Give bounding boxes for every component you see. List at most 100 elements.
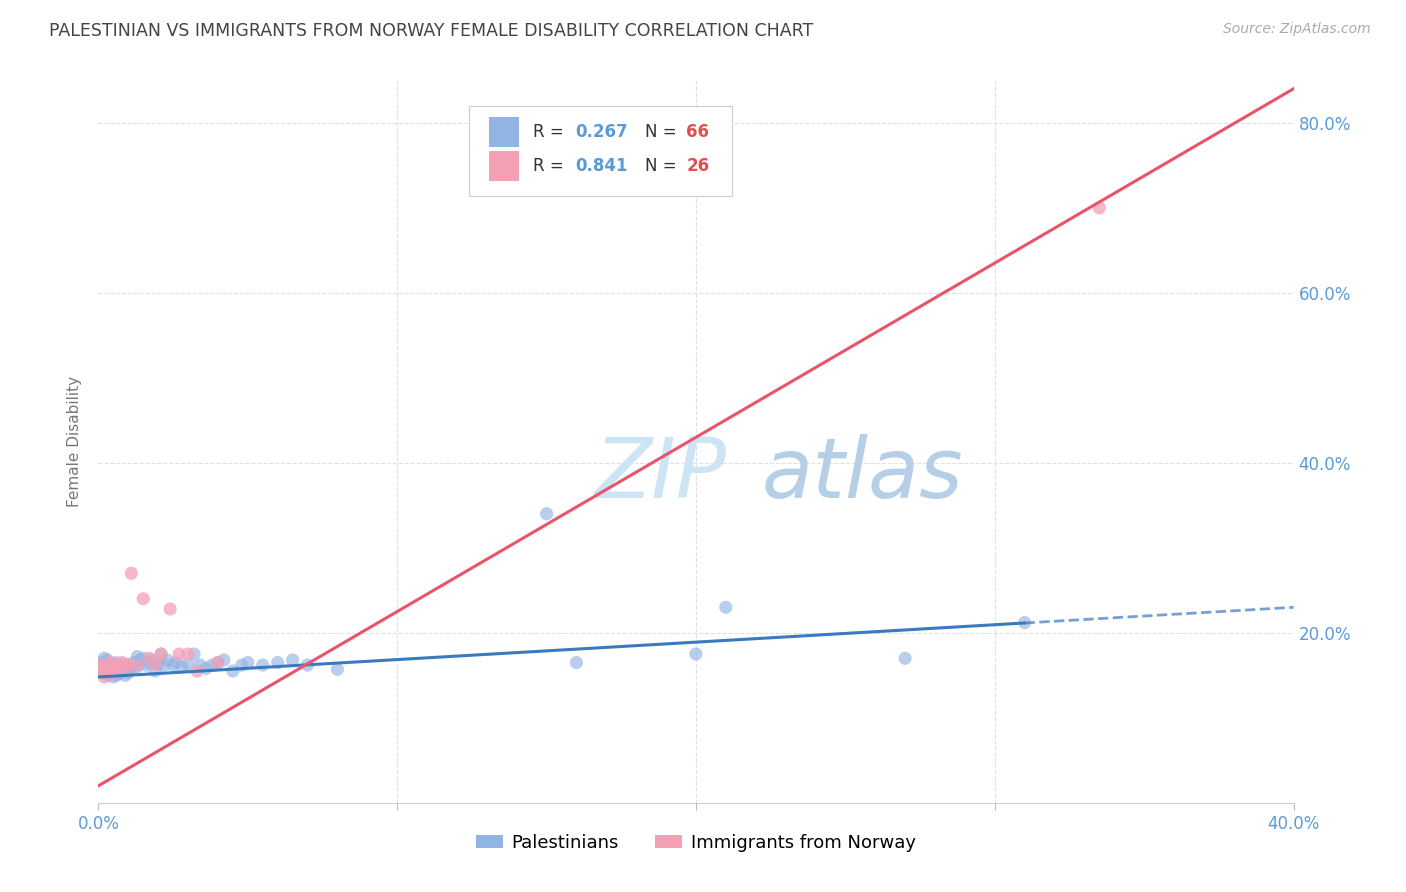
Point (93, 670, 115, 684)
Point (138, 656, 160, 670)
Point (148, 657, 170, 672)
Point (117, 658, 139, 673)
Point (111, 656, 134, 670)
Point (114, 661, 136, 675)
Text: PALESTINIAN VS IMMIGRANTS FROM NORWAY FEMALE DISABILITY CORRELATION CHART: PALESTINIAN VS IMMIGRANTS FROM NORWAY FE… (49, 22, 814, 40)
Point (98, 658, 122, 673)
Point (96, 664, 118, 678)
Point (96, 668, 118, 682)
Point (111, 657, 134, 672)
Point (96, 664, 118, 678)
Point (93, 651, 115, 665)
Point (98, 661, 122, 675)
Point (188, 658, 211, 673)
Point (108, 660, 131, 674)
Point (90, 664, 112, 678)
Point (207, 656, 229, 670)
Point (103, 665, 125, 680)
Point (127, 658, 149, 673)
Point (143, 664, 166, 678)
Point (114, 668, 136, 682)
Point (138, 651, 160, 665)
Point (129, 653, 152, 667)
Point (1088, 201, 1111, 215)
Point (90, 656, 112, 670)
Point (96, 653, 118, 667)
Text: atlas: atlas (762, 434, 963, 515)
Point (714, 600, 737, 615)
Point (117, 665, 139, 680)
Point (103, 664, 125, 678)
Text: 0.841: 0.841 (575, 157, 627, 175)
Point (98, 665, 122, 680)
Text: 0.267: 0.267 (575, 123, 628, 141)
Point (297, 658, 319, 673)
Point (201, 658, 224, 673)
Point (117, 657, 139, 672)
Text: ZIP: ZIP (595, 434, 727, 515)
Point (105, 662, 128, 676)
Point (90, 664, 112, 678)
Text: R =: R = (533, 123, 569, 141)
Point (93, 657, 115, 672)
Point (98, 656, 122, 670)
Point (120, 661, 142, 675)
Point (1014, 615, 1036, 630)
Point (105, 661, 128, 675)
Point (153, 658, 176, 673)
FancyBboxPatch shape (489, 117, 519, 147)
Point (124, 656, 146, 670)
Point (186, 664, 208, 678)
Point (90, 658, 112, 673)
Point (120, 566, 142, 581)
Point (252, 658, 274, 673)
Legend: Palestinians, Immigrants from Norway: Palestinians, Immigrants from Norway (468, 826, 924, 859)
Point (127, 660, 149, 674)
Point (150, 647, 173, 661)
Point (685, 647, 707, 661)
Point (165, 656, 187, 670)
Point (267, 656, 290, 670)
Text: N =: N = (644, 123, 682, 141)
Point (565, 656, 588, 670)
Point (93, 661, 115, 675)
Point (536, 507, 558, 521)
Point (326, 662, 349, 676)
Point (894, 651, 917, 665)
FancyBboxPatch shape (470, 105, 733, 196)
Point (177, 657, 200, 672)
Text: 26: 26 (686, 157, 710, 175)
Point (96, 660, 118, 674)
Point (143, 657, 166, 672)
Point (281, 653, 304, 667)
Point (127, 649, 149, 664)
Point (90, 660, 112, 674)
Point (167, 647, 190, 661)
Point (236, 656, 259, 670)
Text: 66: 66 (686, 123, 710, 141)
Point (98, 661, 122, 675)
Y-axis label: Female Disability: Female Disability (67, 376, 83, 508)
Point (172, 660, 194, 674)
Point (103, 658, 125, 673)
Point (159, 602, 181, 616)
Text: Source: ZipAtlas.com: Source: ZipAtlas.com (1223, 22, 1371, 37)
Point (114, 661, 136, 675)
Point (177, 647, 200, 661)
Point (105, 668, 128, 682)
FancyBboxPatch shape (489, 151, 519, 181)
Text: N =: N = (644, 157, 682, 175)
Point (103, 670, 125, 684)
Point (135, 658, 157, 673)
Point (108, 666, 131, 681)
Point (150, 647, 173, 661)
Point (156, 653, 179, 667)
Point (222, 664, 245, 678)
Text: R =: R = (533, 157, 569, 175)
Point (195, 661, 218, 675)
Point (207, 656, 229, 670)
Point (103, 657, 125, 672)
Point (212, 653, 235, 667)
Point (93, 660, 115, 674)
Point (111, 664, 134, 678)
